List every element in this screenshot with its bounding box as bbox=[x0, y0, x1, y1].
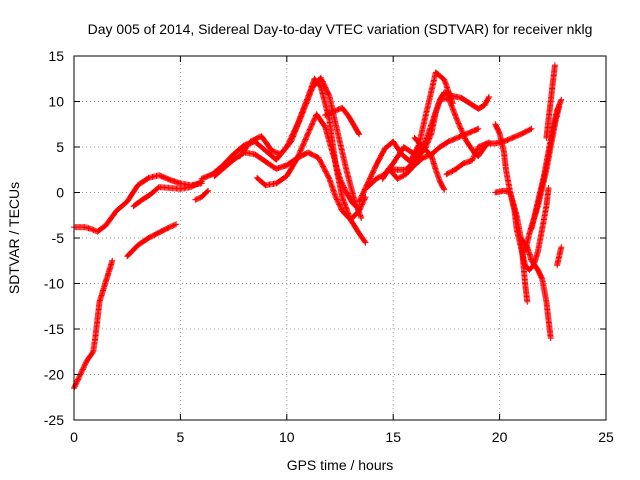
series-arc-4 bbox=[130, 178, 205, 210]
data-point-markers bbox=[322, 104, 363, 138]
y-axis-label: SDTVAR / TECUs bbox=[6, 182, 22, 294]
series-arc-16 bbox=[443, 125, 535, 178]
data-point-markers bbox=[522, 103, 563, 255]
y-tick-label: 0 bbox=[56, 185, 64, 201]
series-arc-22 bbox=[543, 62, 558, 141]
y-tick-label: -25 bbox=[44, 412, 64, 428]
y-tick-label: -5 bbox=[52, 230, 65, 246]
data-point-markers bbox=[492, 187, 531, 305]
data-point-markers bbox=[356, 69, 456, 205]
x-tick-label: 0 bbox=[70, 429, 78, 445]
data-points bbox=[71, 62, 565, 392]
y-tick-label: 5 bbox=[56, 139, 64, 155]
x-tick-label: 5 bbox=[177, 429, 185, 445]
series-arc-5 bbox=[192, 187, 212, 203]
data-point-markers bbox=[124, 221, 180, 260]
chart-title: Day 005 of 2014, Sidereal Day-to-day VTE… bbox=[88, 21, 593, 37]
x-tick-label: 10 bbox=[279, 429, 295, 445]
series-arc-2 bbox=[71, 257, 116, 392]
x-axis-label: GPS time / hours bbox=[287, 457, 394, 473]
gridlines bbox=[74, 56, 606, 420]
data-point-markers bbox=[254, 111, 363, 212]
x-tick-label: 25 bbox=[598, 429, 614, 445]
series-arc-14 bbox=[385, 125, 482, 182]
y-tick-label: -20 bbox=[44, 367, 64, 383]
series-arc-18 bbox=[492, 187, 531, 305]
data-point-markers bbox=[543, 62, 558, 141]
x-tick-label: 15 bbox=[385, 429, 401, 445]
data-point-markers bbox=[385, 125, 482, 182]
data-point-markers bbox=[237, 74, 365, 221]
y-tick-label: 15 bbox=[48, 48, 64, 64]
x-tick-label: 20 bbox=[492, 429, 508, 445]
y-tick-label: 10 bbox=[48, 94, 64, 110]
series-arc-9 bbox=[254, 111, 363, 212]
series-arc-23 bbox=[554, 244, 565, 269]
data-point-markers bbox=[554, 244, 565, 269]
data-point-markers bbox=[192, 187, 212, 203]
series-arc-11 bbox=[356, 69, 456, 205]
y-tick-label: -10 bbox=[44, 276, 64, 292]
data-point-markers bbox=[71, 257, 116, 392]
tick-labels: 0 5 10 15 20 25 -25 -20 -15 -10 -5 0 5 10 15 bbox=[44, 48, 614, 445]
series-arc-10 bbox=[322, 104, 363, 138]
series-arc-15 bbox=[411, 134, 448, 193]
data-point-markers bbox=[130, 178, 205, 210]
series-arc-21 bbox=[522, 103, 563, 255]
data-point-markers bbox=[411, 134, 448, 193]
data-point-markers bbox=[443, 125, 535, 178]
axis-ticks bbox=[73, 55, 607, 421]
y-tick-label: -15 bbox=[44, 321, 64, 337]
series-arc-3 bbox=[124, 221, 180, 260]
series-arc-8 bbox=[237, 74, 365, 221]
